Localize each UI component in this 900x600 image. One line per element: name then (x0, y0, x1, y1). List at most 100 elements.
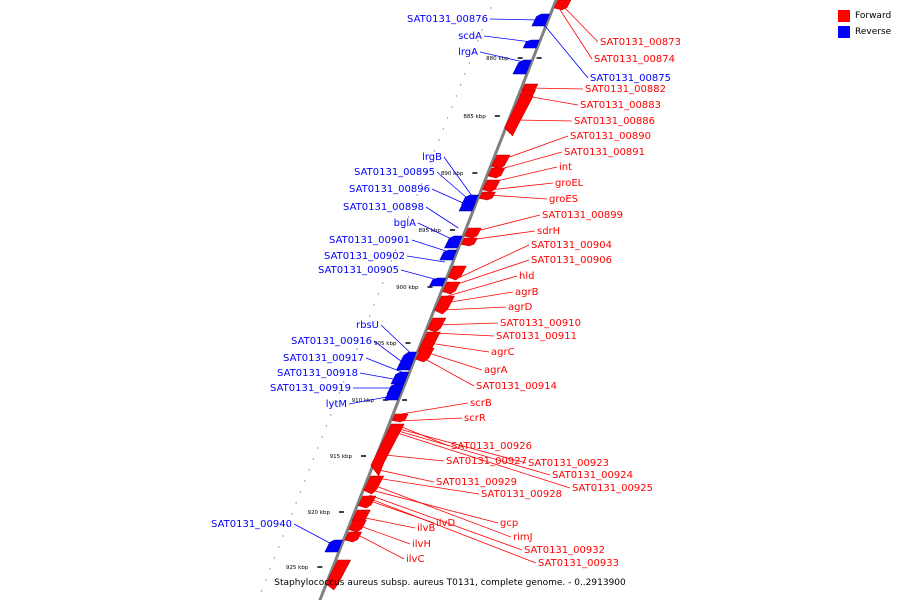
scale-dot (477, 40, 479, 42)
scale-dot (412, 205, 414, 207)
forward-gene-label: agrC (491, 347, 515, 358)
forward-gene-leader (516, 119, 573, 122)
forward-gene-label: ilvD (436, 518, 455, 529)
forward-gene-leader (398, 417, 463, 422)
forward-gene-leader (369, 494, 523, 551)
reverse-gene-leader (348, 395, 393, 405)
forward-gene-label: sdrH (537, 226, 560, 237)
legend-forward: Forward (838, 8, 891, 24)
scale-dot (299, 491, 302, 493)
reverse-gene-label: SAT0131_00896 (349, 184, 430, 195)
scale-dot (265, 579, 267, 581)
forward-gene-leader (384, 454, 445, 462)
reverse-gene (396, 351, 417, 371)
forward-gene (504, 95, 534, 137)
scale-dot (433, 150, 436, 152)
forward-gene-label: SAT0131_00910 (500, 318, 581, 329)
forward-gene-label: SAT0131_00886 (574, 116, 655, 127)
forward-gene-label: SAT0131_00883 (580, 100, 661, 111)
reverse-gene-label: SAT0131_00895 (354, 167, 435, 178)
forward-gene-label: SAT0131_00904 (531, 240, 612, 251)
forward-gene-label: hld (519, 271, 534, 282)
reverse-gene (522, 39, 540, 49)
forward-gene-leader (492, 166, 558, 183)
scale-dot (429, 161, 431, 163)
forward-swatch (838, 10, 850, 22)
tick-label: 885 kbp (463, 114, 486, 120)
reverse-gene-label: SAT0131_00918 (277, 368, 358, 379)
forward-gene-leader (394, 429, 551, 476)
reverse-gene-label: SAT0131_00940 (211, 519, 292, 530)
scale-dot (304, 480, 306, 482)
forward-gene-label: SAT0131_00928 (481, 489, 562, 500)
forward-gene-leader (375, 477, 480, 495)
reverse-gene-label: SAT0131_00875 (590, 73, 671, 84)
scale-dot (459, 84, 462, 86)
reverse-gene (444, 235, 463, 249)
scale-dot (278, 546, 280, 548)
scale-dot (438, 139, 440, 141)
forward-gene-leader (451, 259, 530, 287)
forward-gene (487, 167, 506, 179)
reverse-gene (512, 59, 532, 75)
forward-gene (460, 237, 478, 247)
scale-dot (308, 469, 310, 471)
forward-gene-leader (497, 151, 563, 171)
scale-dot (351, 359, 354, 361)
reverse-gene-leader (539, 19, 589, 79)
scale-dot (260, 590, 263, 592)
forward-gene-leader (561, 4, 599, 43)
forward-gene-label: int (559, 162, 572, 173)
legend: Forward Reverse (838, 8, 891, 40)
forward-gene-label: agrB (515, 287, 539, 298)
scale-dot (334, 403, 336, 405)
scale-dot (269, 568, 271, 570)
forward-gene-leader (401, 402, 469, 415)
forward-gene-leader (447, 275, 518, 297)
scale-dot (338, 392, 341, 394)
tick-label: 890 kbp (441, 171, 464, 177)
scale-dot (455, 95, 457, 97)
reverse-gene-leader (417, 222, 454, 241)
forward-gene-label: SAT0131_00899 (542, 210, 623, 221)
forward-gene-leader (395, 427, 527, 464)
forward-gene (370, 423, 405, 477)
legend-reverse: Reverse (838, 24, 891, 40)
scale-dot (386, 271, 388, 273)
forward-gene-leader (453, 244, 530, 281)
reverse-gene-label: SAT0131_00919 (270, 383, 351, 394)
scale-dot (390, 260, 393, 262)
forward-gene-leader (360, 516, 416, 529)
scale-dot (442, 128, 444, 130)
scale-dot (416, 194, 419, 196)
scale-dot (420, 183, 423, 185)
forward-gene-leader (367, 497, 537, 564)
reverse-gene-label: bglA (394, 218, 416, 229)
reverse-gene-label: SAT0131_00917 (283, 353, 364, 364)
scale-dot (343, 381, 345, 383)
forward-gene-label: SAT0131_00882 (585, 84, 666, 95)
forward-gene-leader (500, 135, 569, 161)
forward-gene (415, 347, 435, 363)
scale-dot (325, 425, 328, 427)
forward-gene-label: SAT0131_00929 (436, 477, 517, 488)
scale-dot (295, 502, 297, 504)
reverse-gene-leader (489, 18, 541, 21)
scale-dot (369, 315, 371, 317)
forward-gene-label: SAT0131_00914 (476, 381, 557, 392)
legend-reverse-label: Reverse (855, 27, 892, 37)
reverse-gene-label: SAT0131_00898 (343, 202, 424, 213)
scale-dot (464, 73, 466, 75)
forward-gene-leader (425, 351, 483, 371)
reverse-gene-leader (425, 206, 459, 229)
reverse-swatch (838, 26, 850, 38)
reverse-gene (439, 249, 458, 261)
scale-dot (451, 106, 453, 108)
forward-gene-label: SAT0131_00932 (524, 545, 605, 556)
reverse-gene (384, 391, 402, 401)
reverse-gene-leader (483, 35, 532, 43)
forward-gene (478, 191, 496, 201)
reverse-gene-label: SAT0131_00902 (324, 251, 405, 262)
reverse-gene-leader (406, 255, 446, 263)
